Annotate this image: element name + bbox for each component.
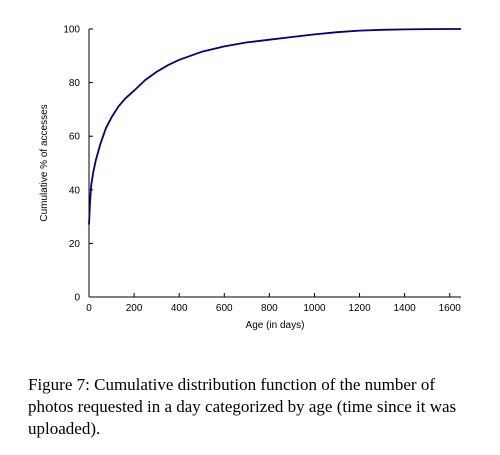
x-tick-label: 0 bbox=[86, 303, 92, 314]
y-tick-label: 20 bbox=[69, 239, 81, 250]
x-axis-ticks: 0 200 400 600 800 1000 1200 1400 1600 bbox=[86, 293, 461, 314]
y-axis-label: Cumulative % of accesses bbox=[39, 104, 50, 221]
axes-frame bbox=[88, 29, 461, 298]
x-tick-label: 1200 bbox=[348, 303, 371, 314]
y-tick-label: 80 bbox=[69, 78, 81, 89]
y-tick-label: 0 bbox=[74, 293, 80, 304]
x-tick-label: 1600 bbox=[439, 303, 462, 314]
x-tick-label: 1000 bbox=[303, 303, 326, 314]
x-tick-label: 800 bbox=[261, 303, 278, 314]
y-tick-label: 40 bbox=[69, 185, 81, 196]
x-axis-label: Age (in days) bbox=[246, 320, 305, 331]
series-lines bbox=[88, 28, 461, 225]
y-tick-label: 60 bbox=[69, 132, 81, 143]
y-tick-label: 100 bbox=[63, 25, 80, 36]
x-tick-label: 200 bbox=[126, 303, 143, 314]
x-tick-label: 600 bbox=[216, 303, 233, 314]
x-tick-label: 1400 bbox=[394, 303, 417, 314]
figure-caption: Figure 7: Cumulative distribution functi… bbox=[28, 375, 457, 438]
series-line bbox=[88, 28, 461, 225]
cdf-chart: 0 20 40 60 80 100 0 200 400 600 800 1000 1200 1400 16… bbox=[39, 25, 461, 332]
x-tick-label: 400 bbox=[171, 303, 188, 314]
